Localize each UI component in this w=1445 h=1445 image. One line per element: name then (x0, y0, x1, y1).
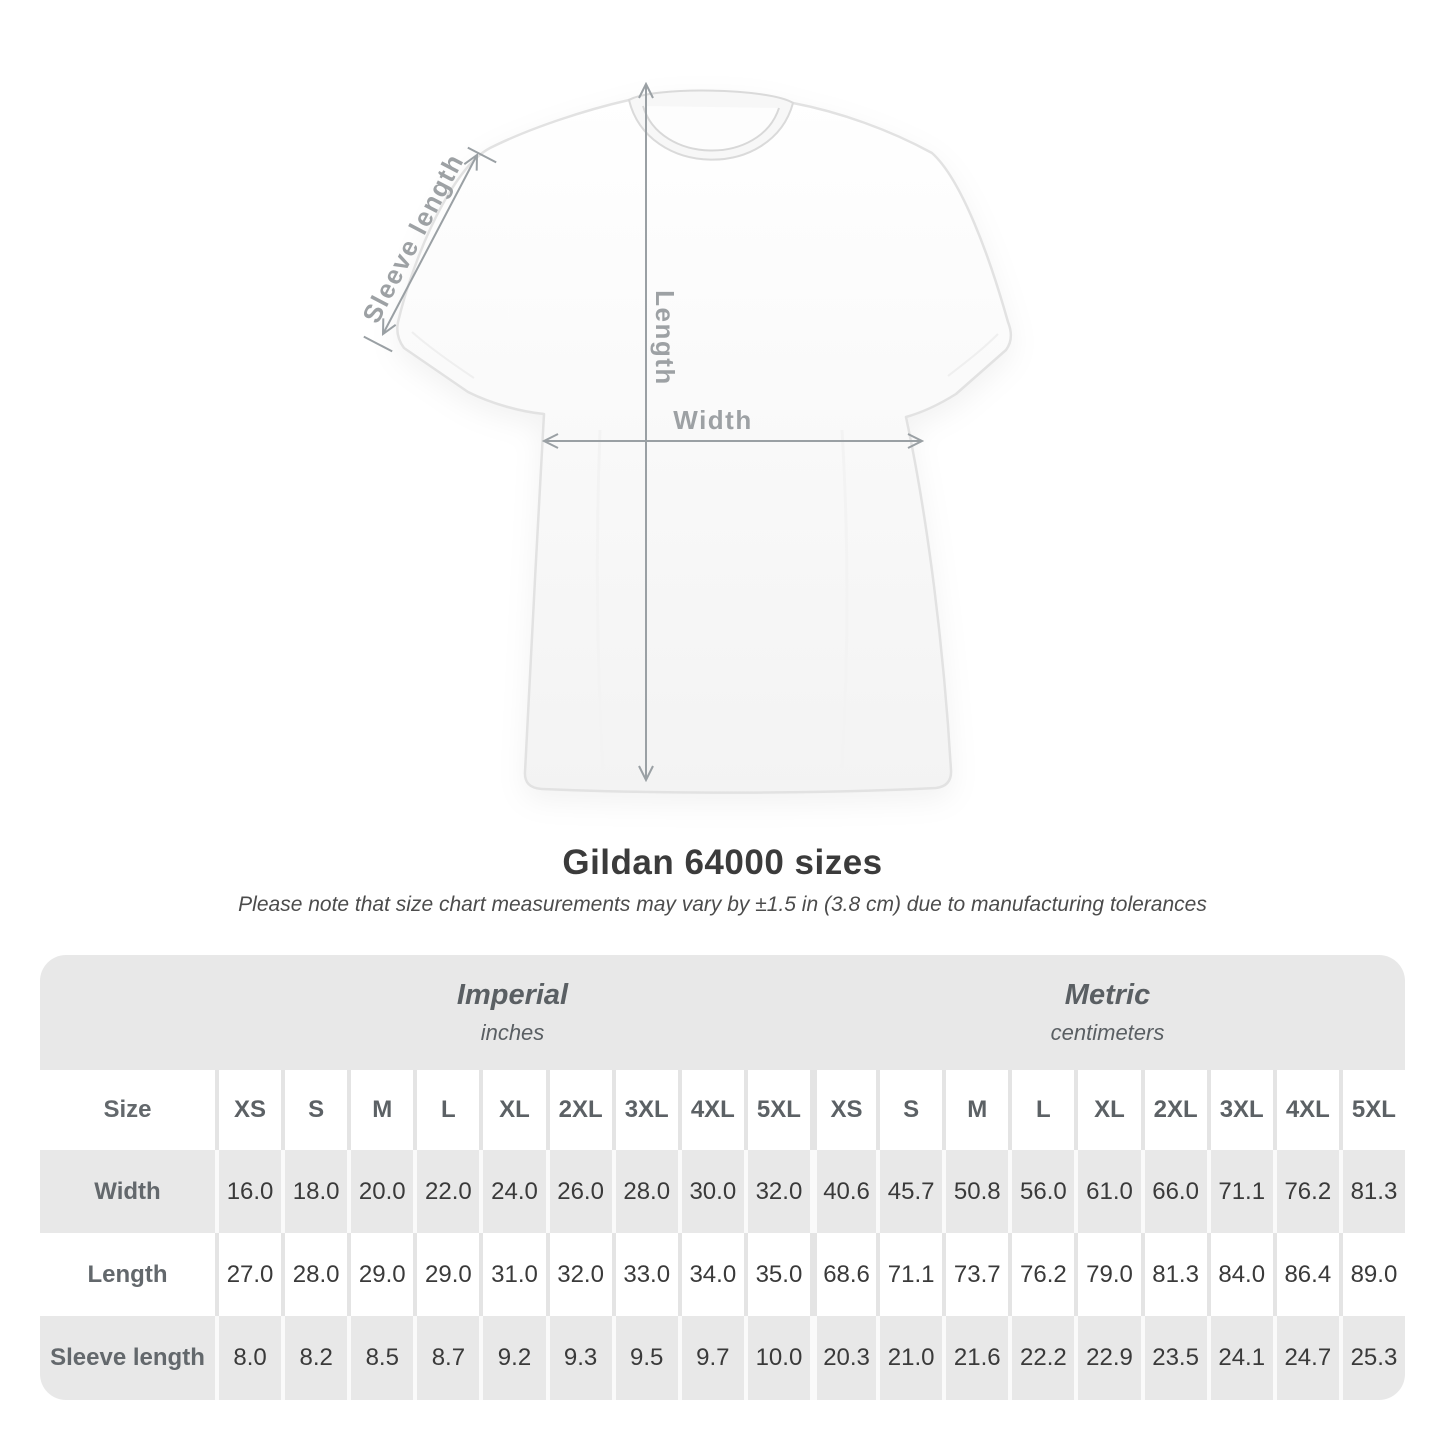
cell-width-metric-xl: 61.0 (1074, 1150, 1141, 1233)
cell-length-metric-3xl: 84.0 (1206, 1233, 1273, 1316)
size-header-metric-s: S (876, 1070, 943, 1150)
left-cuff-seam (411, 331, 475, 379)
cell-length-imperial-2xl: 32.0 (545, 1233, 612, 1316)
cell-width-imperial-xs: 16.0 (215, 1150, 282, 1233)
cell-width-imperial-5xl: 32.0 (743, 1150, 810, 1233)
cell-length-metric-l: 76.2 (1008, 1233, 1075, 1316)
size-header-imperial-3xl: 3XL (611, 1070, 678, 1150)
cell-width-imperial-4xl: 30.0 (677, 1150, 744, 1233)
cell-sleeve-length-metric-xl: 22.9 (1074, 1316, 1141, 1400)
length-label: Length (650, 290, 680, 386)
size-header-imperial-xs: XS (215, 1070, 282, 1150)
cell-sleeve-length-imperial-4xl: 9.7 (677, 1316, 744, 1400)
cell-sleeve-length-metric-3xl: 24.1 (1206, 1316, 1273, 1400)
cell-sleeve-length-imperial-l: 8.7 (413, 1316, 480, 1400)
cell-length-imperial-xl: 31.0 (479, 1233, 546, 1316)
cell-sleeve-length-imperial-m: 8.5 (347, 1316, 414, 1400)
cell-length-metric-s: 71.1 (876, 1233, 943, 1316)
cell-sleeve-length-metric-4xl: 24.7 (1272, 1316, 1339, 1400)
cell-width-metric-3xl: 71.1 (1206, 1150, 1273, 1233)
size-table: Imperial inches Metric centimeters Size X… (40, 955, 1405, 1400)
cell-length-imperial-l: 29.0 (413, 1233, 480, 1316)
crease-left (595, 429, 605, 771)
cell-length-imperial-m: 29.0 (347, 1233, 414, 1316)
cell-sleeve-length-imperial-xl: 9.2 (479, 1316, 546, 1400)
cell-sleeve-length-metric-5xl: 25.3 (1338, 1316, 1405, 1400)
size-column-header: Size (40, 1070, 215, 1150)
cell-width-metric-2xl: 66.0 (1140, 1150, 1207, 1233)
cell-length-metric-m: 73.7 (942, 1233, 1009, 1316)
size-header-metric-l: L (1008, 1070, 1075, 1150)
cell-sleeve-length-metric-2xl: 23.5 (1140, 1316, 1207, 1400)
tshirt-body (396, 92, 1012, 794)
cell-width-imperial-m: 20.0 (347, 1150, 414, 1233)
size-header-imperial-5xl: 5XL (743, 1070, 810, 1150)
metric-unit: centimeters (1050, 1020, 1165, 1045)
cell-width-imperial-s: 18.0 (281, 1150, 348, 1233)
row-label-width: Width (40, 1150, 215, 1233)
tshirt-diagram: Length Width Sleeve length (356, 0, 1012, 794)
table-corner-cell (40, 955, 215, 1070)
cell-width-imperial-2xl: 26.0 (545, 1150, 612, 1233)
cell-width-metric-m: 50.8 (942, 1150, 1009, 1233)
cell-width-imperial-xl: 24.0 (479, 1150, 546, 1233)
row-label-length: Length (40, 1233, 215, 1316)
cell-sleeve-length-metric-xs: 20.3 (810, 1316, 877, 1400)
size-header-imperial-2xl: 2XL (545, 1070, 612, 1150)
metric-title: Metric (1064, 979, 1151, 1011)
size-header-imperial-l: L (413, 1070, 480, 1150)
cell-width-metric-l: 56.0 (1008, 1150, 1075, 1233)
cell-sleeve-length-imperial-5xl: 10.0 (743, 1316, 810, 1400)
cell-length-imperial-s: 28.0 (281, 1233, 348, 1316)
imperial-group-header: Imperial inches (215, 955, 810, 1070)
row-label-sleeve-length: Sleeve length (40, 1316, 215, 1400)
sleeve-length-arrow (363, 146, 497, 353)
size-header-metric-xs: XS (810, 1070, 877, 1150)
cell-length-metric-2xl: 81.3 (1140, 1233, 1207, 1316)
size-header-metric-m: M (942, 1070, 1009, 1150)
cell-sleeve-length-imperial-xs: 8.0 (215, 1316, 282, 1400)
cell-sleeve-length-metric-m: 21.6 (942, 1316, 1009, 1400)
cell-sleeve-length-metric-l: 22.2 (1008, 1316, 1075, 1400)
width-label: Width (673, 405, 752, 435)
size-header-metric-5xl: 5XL (1338, 1070, 1405, 1150)
cell-sleeve-length-imperial-s: 8.2 (281, 1316, 348, 1400)
cell-sleeve-length-metric-s: 21.0 (876, 1316, 943, 1400)
cell-length-imperial-4xl: 34.0 (677, 1233, 744, 1316)
size-header-imperial-4xl: 4XL (677, 1070, 744, 1150)
cell-length-imperial-3xl: 33.0 (611, 1233, 678, 1316)
cell-length-metric-5xl: 89.0 (1338, 1233, 1405, 1316)
cell-length-metric-xl: 79.0 (1074, 1233, 1141, 1316)
size-header-metric-4xl: 4XL (1272, 1070, 1339, 1150)
size-header-imperial-s: S (281, 1070, 348, 1150)
cell-length-metric-4xl: 86.4 (1272, 1233, 1339, 1316)
size-header-imperial-m: M (347, 1070, 414, 1150)
imperial-title: Imperial (456, 979, 569, 1011)
size-header-metric-2xl: 2XL (1140, 1070, 1207, 1150)
cell-length-imperial-xs: 27.0 (215, 1233, 282, 1316)
cell-length-imperial-5xl: 35.0 (743, 1233, 810, 1316)
cell-width-metric-5xl: 81.3 (1338, 1150, 1405, 1233)
cell-width-metric-xs: 40.6 (810, 1150, 877, 1233)
right-cuff-seam (947, 333, 999, 377)
cell-length-metric-xs: 68.6 (810, 1233, 877, 1316)
size-header-metric-xl: XL (1074, 1070, 1141, 1150)
metric-group-header: Metric centimeters (810, 955, 1405, 1070)
page-title: Gildan 64000 sizes (562, 843, 883, 882)
cell-width-imperial-l: 22.0 (413, 1150, 480, 1233)
cell-width-imperial-3xl: 28.0 (611, 1150, 678, 1233)
crease-right (840, 429, 849, 769)
cell-width-metric-4xl: 76.2 (1272, 1150, 1339, 1233)
cell-sleeve-length-imperial-2xl: 9.3 (545, 1316, 612, 1400)
tolerance-note: Please note that size chart measurements… (238, 893, 1207, 916)
cell-width-metric-s: 45.7 (876, 1150, 943, 1233)
size-header-metric-3xl: 3XL (1206, 1070, 1273, 1150)
cell-sleeve-length-imperial-3xl: 9.5 (611, 1316, 678, 1400)
imperial-unit: inches (480, 1020, 545, 1045)
size-header-imperial-xl: XL (479, 1070, 546, 1150)
